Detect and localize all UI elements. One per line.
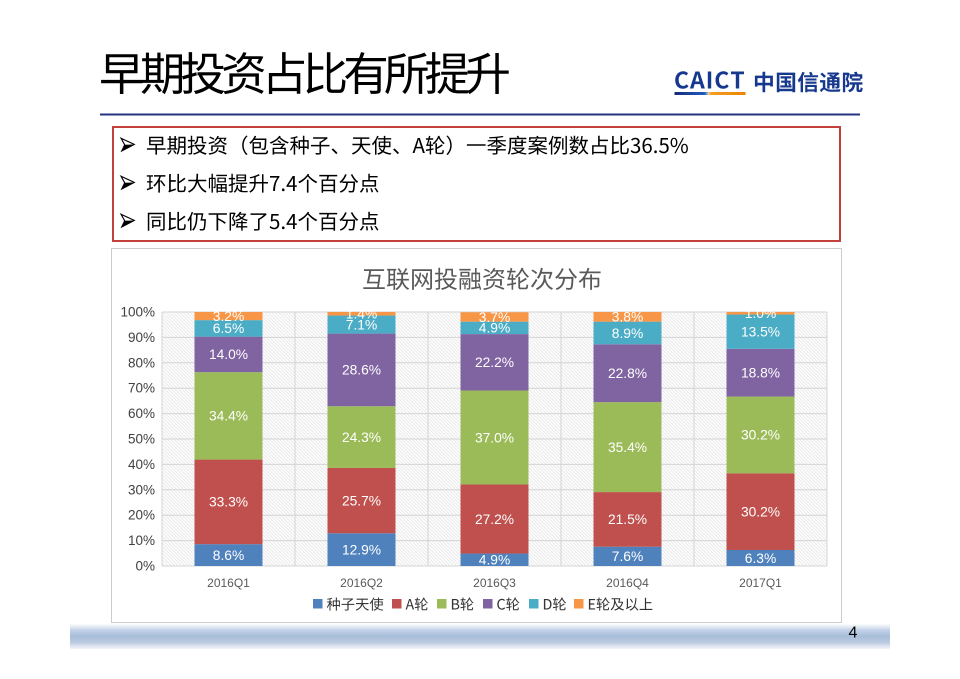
svg-text:60%: 60% [128,406,155,421]
svg-text:1.4%: 1.4% [346,307,377,322]
svg-text:2017Q1: 2017Q1 [739,576,782,590]
svg-text:24.3%: 24.3% [342,430,381,445]
svg-text:2016Q2: 2016Q2 [340,576,383,590]
svg-text:1.0%: 1.0% [745,306,776,321]
svg-text:90%: 90% [128,330,155,345]
svg-text:0%: 0% [135,559,155,574]
svg-text:27.2%: 27.2% [475,512,514,527]
svg-text:40%: 40% [128,457,155,472]
svg-text:21.5%: 21.5% [608,512,647,527]
svg-text:30.2%: 30.2% [741,504,780,519]
svg-text:34.4%: 34.4% [209,409,248,424]
svg-text:30.2%: 30.2% [741,428,780,443]
svg-text:35.4%: 35.4% [608,440,647,455]
svg-text:22.8%: 22.8% [608,366,647,381]
svg-text:2016Q3: 2016Q3 [473,576,516,590]
svg-text:100%: 100% [120,305,155,320]
svg-text:14.0%: 14.0% [209,347,248,362]
svg-text:10%: 10% [128,533,155,548]
svg-text:4.9%: 4.9% [479,553,510,568]
svg-text:3.8%: 3.8% [612,310,643,325]
svg-text:8.6%: 8.6% [213,548,244,563]
svg-text:2016Q1: 2016Q1 [207,576,250,590]
svg-text:30%: 30% [128,482,155,497]
svg-text:50%: 50% [128,432,155,447]
svg-text:4: 4 [849,625,858,642]
svg-text:6.5%: 6.5% [213,321,244,336]
svg-text:28.6%: 28.6% [342,363,381,378]
svg-text:25.7%: 25.7% [342,493,381,508]
svg-text:13.5%: 13.5% [741,325,780,340]
svg-text:37.0%: 37.0% [475,430,514,445]
svg-text:2016Q4: 2016Q4 [606,576,649,590]
svg-text:22.2%: 22.2% [475,355,514,370]
svg-text:20%: 20% [128,508,155,523]
svg-text:80%: 80% [128,355,155,370]
svg-text:4.9%: 4.9% [479,321,510,336]
svg-text:12.9%: 12.9% [342,542,381,557]
svg-text:18.8%: 18.8% [741,366,780,381]
svg-text:3.7%: 3.7% [479,310,510,325]
svg-text:70%: 70% [128,381,155,396]
svg-text:7.1%: 7.1% [346,317,377,332]
svg-text:3.2%: 3.2% [213,309,244,324]
svg-text:8.9%: 8.9% [612,326,643,341]
svg-text:33.3%: 33.3% [209,495,248,510]
svg-text:6.3%: 6.3% [745,551,776,566]
svg-text:7.6%: 7.6% [612,549,643,564]
